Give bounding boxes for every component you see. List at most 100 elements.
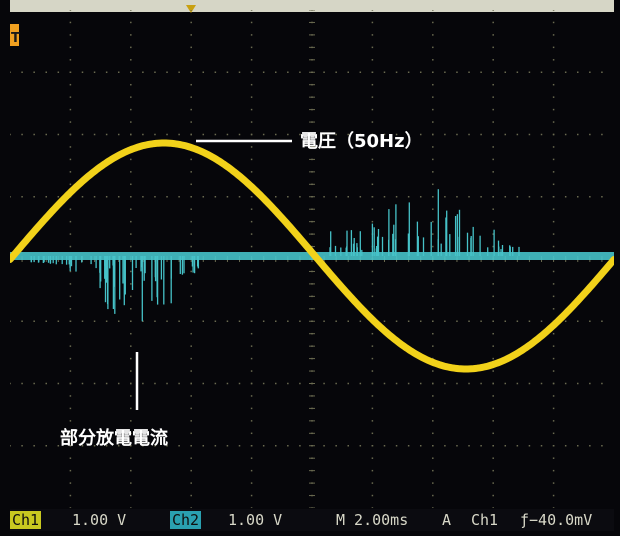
grid-dot [202,133,205,136]
grid-dot [190,96,192,98]
timebase-readout: M 2.00ms [336,511,409,529]
grid-dot [577,133,579,136]
grid-dot [383,196,386,198]
grid-dot [335,196,337,198]
grid-dot [492,395,494,397]
ch2-tag[interactable]: Ch2 [170,511,202,529]
grid-dot [250,482,253,484]
grid-dot [21,382,23,385]
grid-dot [69,395,72,397]
grid-dot [130,370,132,372]
grid-dot [468,133,470,136]
grid-dot [492,432,494,435]
grid-dot [552,121,555,123]
grid-dot [432,457,434,459]
grid-dot [371,220,374,223]
grid-dot [492,445,494,447]
grid-dot [552,432,555,435]
grid-dot [130,21,132,24]
grid-dot [130,83,132,86]
grid-dot [250,270,253,273]
grid-dot [69,382,72,385]
grid-dot [190,270,192,273]
grid-dot [250,295,253,298]
grid-dot [371,407,374,410]
grid-dot [516,320,519,322]
grid-dot [552,507,555,508]
grid-dot [395,133,398,136]
grid-dot [142,445,144,447]
grid-dot [552,469,555,472]
grid-dot [564,196,567,198]
grid-dot [359,133,362,136]
grid-dot [504,71,507,73]
grid-dot [190,21,192,24]
grid-dot [552,295,555,298]
grid-dot [432,345,434,347]
grid-dot [287,382,289,385]
grid-dot [601,382,603,385]
grid-dot [190,158,192,161]
grid-dot [190,71,192,73]
ch1-tag[interactable]: Ch1 [10,511,42,529]
grid-dot [190,482,192,484]
grid-dot [178,133,180,136]
grid-dot [492,183,494,186]
grid-dot [130,158,132,161]
grid-dot [492,21,494,24]
grid-dot [130,108,132,111]
grid-dot [432,270,434,273]
grid-dot [166,445,168,447]
grid-dot [45,382,47,385]
grid-dot [371,283,374,285]
grid-dot [516,196,519,198]
grid-dot [226,320,229,322]
grid-dot [444,133,446,136]
grid-dot [468,320,470,322]
grid-dot [130,445,132,447]
grid-dot [69,270,72,273]
grid-dot [190,196,192,198]
grid-dot [552,283,555,285]
grid-dot [69,220,72,223]
grid-dot [202,196,205,198]
grid-dot [492,320,494,322]
grid-dot [407,133,410,136]
grid-dot [432,133,434,136]
grid-dot [432,46,434,49]
grid-dot [371,83,374,86]
grid-dot [190,133,192,136]
grid-dot [456,382,458,385]
grid-dot [69,332,72,335]
grid-dot [81,382,84,385]
grid-dot [359,320,362,322]
trigger-level-readout: ƒ−40.0mV [520,511,593,529]
grid-dot [552,357,555,360]
grid-dot [335,445,337,447]
grid-dot [250,133,253,136]
grid-dot [238,382,241,385]
grid-dot [190,295,192,298]
grid-dot [552,158,555,161]
grid-dot [492,370,494,372]
grid-dot [130,270,132,273]
grid-dot [601,71,603,73]
grid-dot [552,83,555,86]
grid-dot [504,445,507,447]
grid-dot [528,196,531,198]
grid-dot [492,171,494,173]
grid-dot [564,382,567,385]
grid-dot [456,320,458,322]
grid-dot [57,445,60,447]
grid-dot [190,507,192,508]
grid-dot [105,196,108,198]
grid-dot [589,71,591,73]
svg-text:T: T [11,31,20,46]
grid-dot [432,370,434,372]
grid-dot [323,196,325,198]
grid-dot [552,270,555,273]
grid-dot [335,320,337,322]
grid-dot [383,133,386,136]
grid-dot [552,220,555,223]
grid-dot [45,196,47,198]
